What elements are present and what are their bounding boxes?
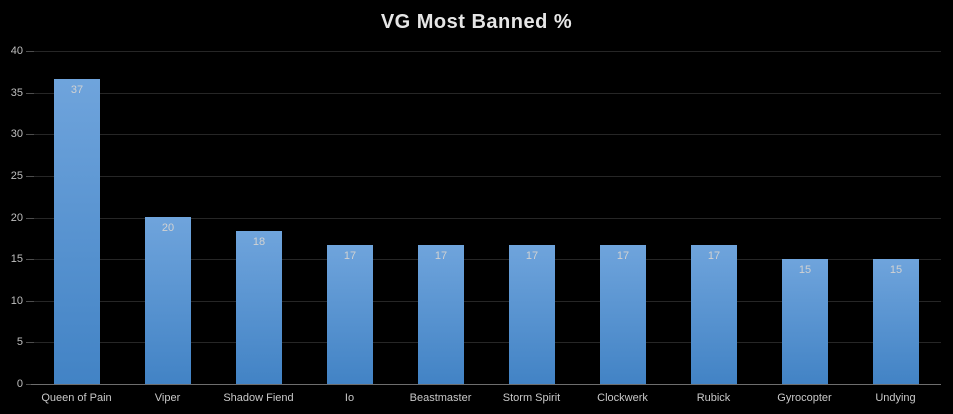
- gridline: [31, 259, 941, 260]
- bar-value-label: 20: [161, 222, 175, 234]
- bar: 37: [54, 79, 100, 384]
- y-axis-tick-label: 10: [10, 295, 23, 307]
- bar: 17: [600, 245, 646, 384]
- gridline: [31, 301, 941, 302]
- bar: 17: [509, 245, 555, 384]
- x-axis-category-label: Storm Spirit: [502, 392, 561, 404]
- gridline: [31, 176, 941, 177]
- y-axis-tick-mark: [26, 176, 34, 177]
- x-axis-category-label: Viper: [154, 392, 181, 404]
- y-axis-tick-mark: [26, 51, 34, 52]
- y-axis-tick-mark: [26, 134, 34, 135]
- bar-value-label: 17: [434, 250, 448, 262]
- gridline: [31, 51, 941, 52]
- bar-value-label: 17: [343, 250, 357, 262]
- y-axis-tick-mark: [26, 384, 34, 385]
- y-axis-tick-mark: [26, 342, 34, 343]
- bar-value-label: 15: [889, 264, 903, 276]
- y-axis-tick-label: 25: [10, 170, 23, 182]
- bar-value-label: 18: [252, 236, 266, 248]
- chart-title: VG Most Banned %: [380, 11, 573, 33]
- gridline: [31, 93, 941, 94]
- y-axis-tick-label: 5: [16, 336, 23, 348]
- x-axis-category-label: Rubick: [696, 392, 731, 404]
- bar: 20: [145, 217, 191, 384]
- x-axis-category-label: Undying: [875, 392, 916, 404]
- bar: 15: [873, 259, 919, 384]
- y-axis-tick-label: 15: [10, 253, 23, 265]
- bar: 18: [236, 231, 282, 384]
- x-axis-category-label: Clockwerk: [597, 392, 648, 404]
- y-axis-tick-label: 0: [16, 378, 23, 390]
- bar-value-label: 17: [525, 250, 539, 262]
- bar: 17: [327, 245, 373, 384]
- gridline: [31, 342, 941, 343]
- y-axis-tick-label: 40: [10, 45, 23, 57]
- bar-value-label: 15: [798, 264, 812, 276]
- x-axis-category-label: Queen of Pain: [41, 392, 112, 404]
- bar-value-label: 37: [70, 84, 84, 96]
- y-axis-tick-label: 20: [10, 212, 23, 224]
- x-axis-category-label: Shadow Fiend: [223, 392, 294, 404]
- bar: 17: [691, 245, 737, 384]
- y-axis-tick-mark: [26, 93, 34, 94]
- y-axis-tick-mark: [26, 301, 34, 302]
- y-axis-tick-mark: [26, 218, 34, 219]
- x-axis-category-label: Beastmaster: [409, 392, 472, 404]
- y-axis-tick-label: 30: [10, 128, 23, 140]
- bar: 17: [418, 245, 464, 384]
- x-axis-category-label: Gyrocopter: [777, 392, 832, 404]
- gridline: [31, 218, 941, 219]
- bar-value-label: 17: [616, 250, 630, 262]
- y-axis-tick-label: 35: [10, 87, 23, 99]
- x-axis-category-label: Io: [344, 392, 355, 404]
- bar: 15: [782, 259, 828, 384]
- x-axis-line: [31, 384, 941, 385]
- bar-value-label: 17: [707, 250, 721, 262]
- y-axis-tick-mark: [26, 259, 34, 260]
- gridline: [31, 134, 941, 135]
